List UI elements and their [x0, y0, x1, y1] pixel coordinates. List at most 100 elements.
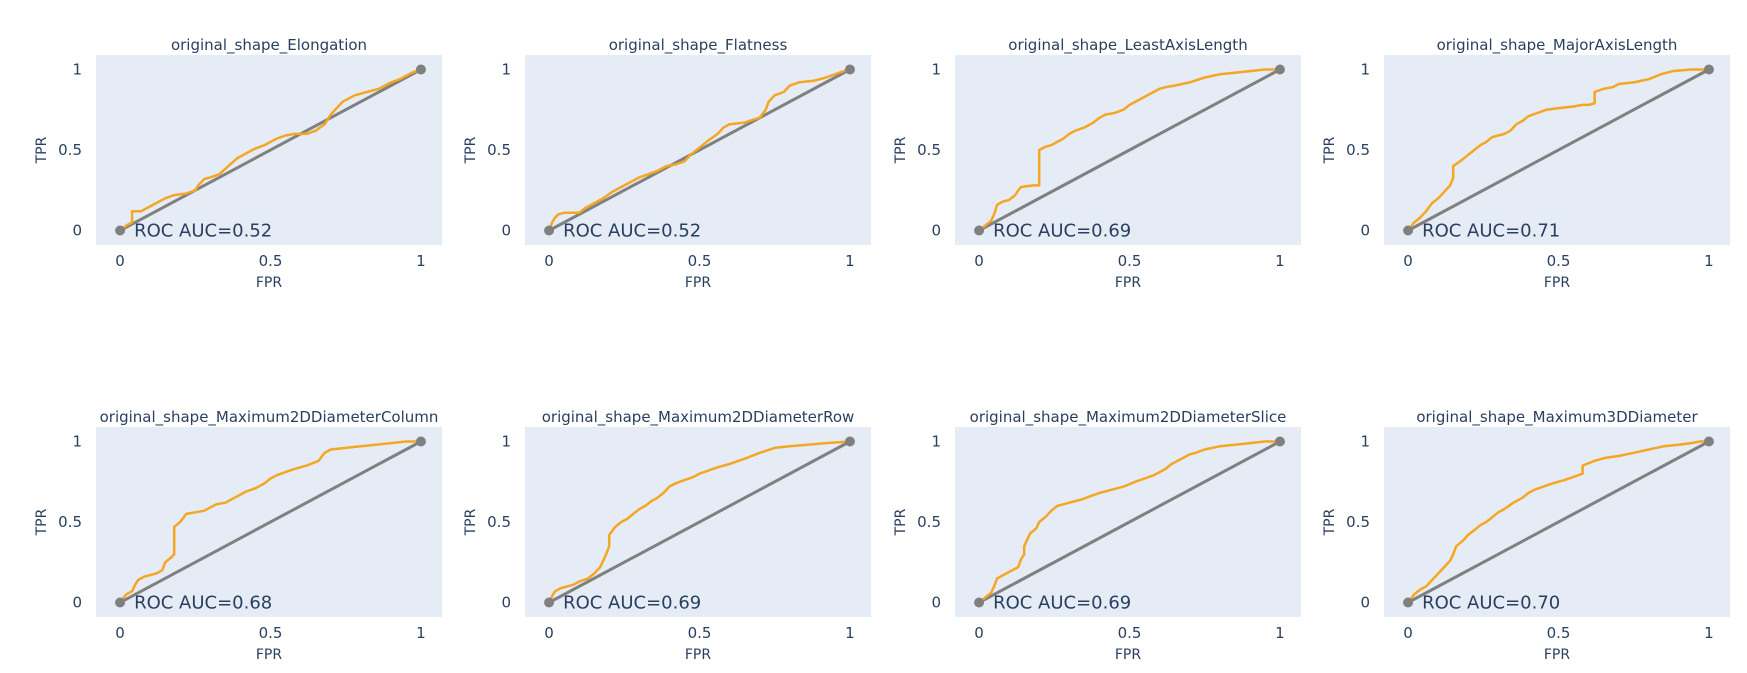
y-axis-title: TPR — [463, 508, 479, 536]
x-axis-title: FPR — [685, 275, 711, 291]
auc-annotation: ROC AUC=0.68 — [134, 593, 272, 614]
diagonal-reference-line — [548, 440, 851, 604]
y-tick-label: 0 — [1360, 222, 1370, 240]
y-tick-label: 0 — [1360, 594, 1370, 612]
roc-curve — [119, 68, 422, 232]
diagonal-reference-line — [978, 440, 1281, 604]
auc-annotation: ROC AUC=0.69 — [993, 593, 1131, 614]
endpoint-marker — [974, 597, 985, 608]
y-tick-label: 0.5 — [1346, 141, 1370, 159]
x-axis-title: FPR — [685, 647, 711, 663]
y-tick-label: 0.5 — [58, 141, 82, 159]
y-tick-label: 1 — [1360, 60, 1370, 78]
x-tick-label: 0 — [974, 624, 984, 642]
roc-curve — [119, 440, 421, 604]
x-tick-label: 0 — [974, 252, 984, 270]
y-tick-label: 1 — [501, 60, 511, 78]
auc-annotation: ROC AUC=0.70 — [1422, 593, 1560, 614]
y-tick-label: 0 — [501, 594, 511, 612]
x-tick-label: 0.5 — [259, 252, 283, 270]
x-tick-label: 0.5 — [1118, 252, 1142, 270]
y-axis-title: TPR — [463, 136, 479, 164]
roc-panel: original_shape_Elongation 0 0.5 1 0 0.5 1 FPR TP… — [34, 36, 442, 291]
y-axis-title: TPR — [1322, 508, 1338, 536]
subplot-title: original_shape_Maximum2DDiameterRow — [542, 408, 855, 427]
endpoint-marker — [415, 64, 426, 75]
x-axis-title: FPR — [1544, 647, 1570, 663]
x-axis-title: FPR — [1115, 275, 1141, 291]
roc-curve — [1407, 440, 1709, 604]
x-tick-label: 1 — [1275, 624, 1285, 642]
y-tick-label: 0 — [931, 222, 941, 240]
y-tick-label: 0.5 — [487, 513, 511, 531]
roc-curve — [1407, 68, 1709, 232]
endpoint-marker — [1274, 64, 1285, 75]
endpoint-marker — [1703, 64, 1714, 75]
y-tick-label: 0.5 — [1346, 513, 1370, 531]
endpoint-marker — [1703, 436, 1714, 447]
auc-annotation: ROC AUC=0.52 — [134, 221, 272, 242]
y-axis-title: TPR — [893, 136, 909, 164]
x-axis-title: FPR — [1115, 647, 1141, 663]
x-tick-label: 0 — [115, 624, 125, 642]
diagonal-reference-line — [1407, 440, 1710, 604]
endpoint-marker — [1274, 436, 1285, 447]
x-axis-title: FPR — [256, 647, 282, 663]
x-tick-label: 1 — [1704, 624, 1714, 642]
y-axis-title: TPR — [1322, 136, 1338, 164]
auc-annotation: ROC AUC=0.69 — [563, 593, 701, 614]
roc-panel: original_shape_Flatness 0 0.5 1 0 0.5 1 FPR TPR R… — [463, 36, 871, 291]
y-tick-label: 0.5 — [917, 513, 941, 531]
roc-panel: original_shape_LeastAxisLength 0 0.5 1 0 0.5 1… — [893, 36, 1301, 291]
y-tick-label: 0.5 — [487, 141, 511, 159]
x-axis-title: FPR — [1544, 275, 1570, 291]
diagonal-reference-line — [119, 68, 422, 232]
y-tick-label: 1 — [931, 60, 941, 78]
y-tick-label: 0.5 — [58, 513, 82, 531]
roc-panel: original_shape_Maximum2DDiameterColumn 0 0… — [34, 408, 442, 663]
y-tick-label: 0 — [501, 222, 511, 240]
y-tick-label: 1 — [72, 60, 82, 78]
endpoint-marker — [544, 225, 555, 236]
auc-annotation: ROC AUC=0.69 — [993, 221, 1131, 242]
subplot-title: original_shape_Maximum2DDiameterSlice — [970, 408, 1287, 427]
x-tick-label: 0.5 — [688, 252, 712, 270]
y-tick-label: 0 — [72, 222, 82, 240]
x-tick-label: 0.5 — [1547, 624, 1571, 642]
roc-curve — [547, 68, 851, 231]
roc-curve — [978, 440, 1280, 604]
endpoint-marker — [115, 597, 126, 608]
subplot-title: original_shape_LeastAxisLength — [1008, 36, 1247, 55]
roc-panel: original_shape_MajorAxisLength 0 0.5 1 0 0.5 1… — [1322, 36, 1730, 291]
y-tick-label: 0 — [931, 594, 941, 612]
endpoint-marker — [974, 225, 985, 236]
diagonal-reference-line — [978, 68, 1281, 232]
y-axis-title: TPR — [34, 136, 50, 164]
x-tick-label: 0 — [115, 252, 125, 270]
y-tick-label: 0.5 — [917, 141, 941, 159]
auc-annotation: ROC AUC=0.71 — [1422, 221, 1560, 242]
diagonal-reference-line — [548, 68, 851, 232]
x-tick-label: 0 — [1403, 252, 1413, 270]
y-tick-label: 1 — [72, 432, 82, 450]
x-tick-label: 1 — [416, 624, 426, 642]
x-tick-label: 0 — [544, 252, 554, 270]
x-tick-label: 0 — [544, 624, 554, 642]
subplot-title: original_shape_Flatness — [609, 36, 788, 55]
endpoint-marker — [544, 597, 555, 608]
x-tick-label: 0.5 — [259, 624, 283, 642]
endpoint-marker — [1403, 225, 1414, 236]
subplot-title: original_shape_Maximum2DDiameterColumn — [100, 408, 439, 427]
x-tick-label: 0.5 — [688, 624, 712, 642]
x-tick-label: 0.5 — [1547, 252, 1571, 270]
endpoint-marker — [1403, 597, 1414, 608]
y-tick-label: 1 — [931, 432, 941, 450]
y-tick-label: 1 — [501, 432, 511, 450]
endpoint-marker — [115, 225, 126, 236]
roc-panel: original_shape_Maximum2DDiameterRow 0 0.5 1… — [463, 408, 871, 663]
endpoint-marker — [844, 436, 855, 447]
subplot-title: original_shape_MajorAxisLength — [1437, 36, 1678, 55]
endpoint-marker — [844, 64, 855, 75]
diagonal-reference-line — [1407, 68, 1710, 232]
